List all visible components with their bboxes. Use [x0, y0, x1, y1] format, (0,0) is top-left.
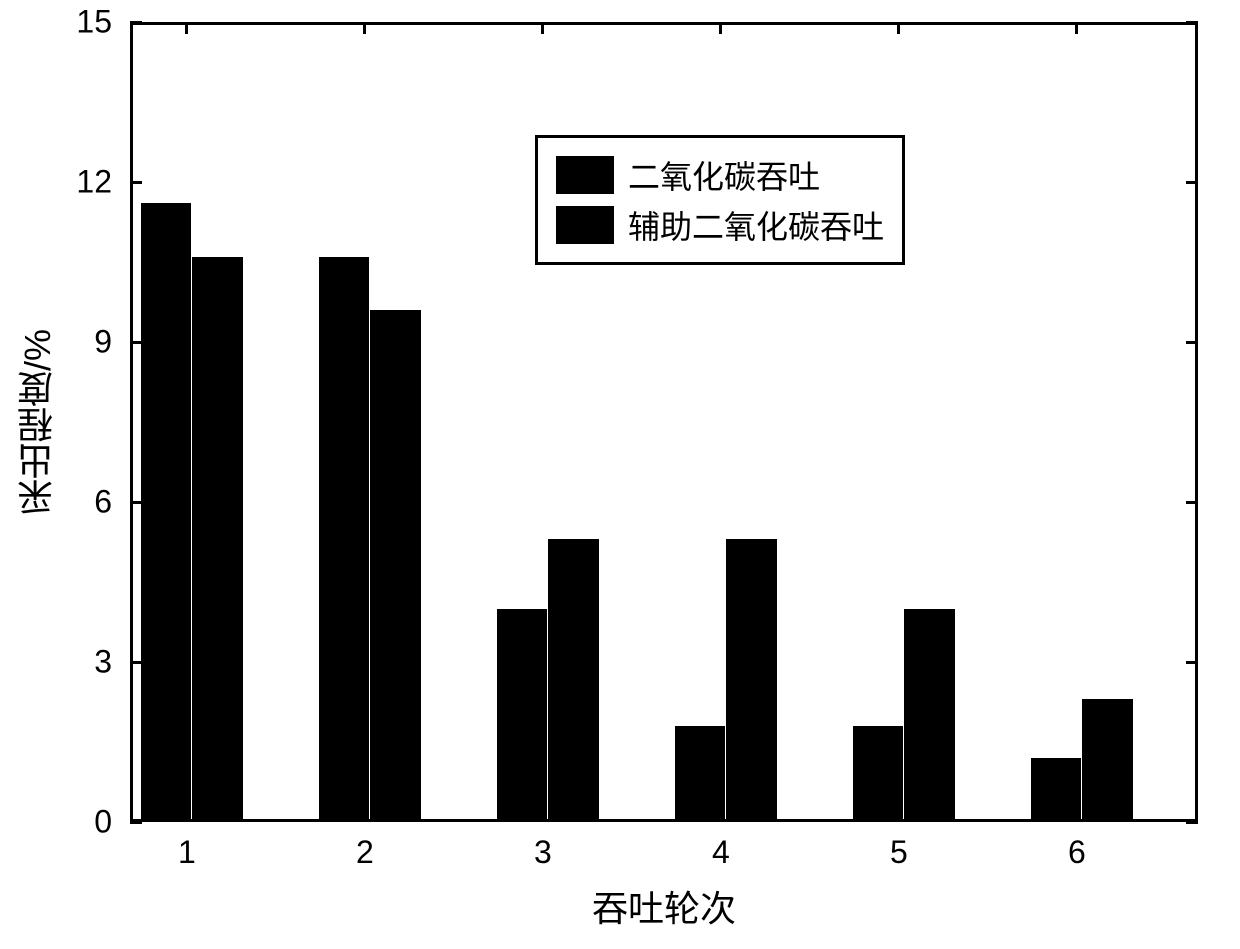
y-tick [1186, 821, 1198, 824]
legend: 二氧化碳吞吐 辅助二氧化碳吞吐 [535, 135, 905, 265]
y-tick-label: 15 [0, 4, 112, 41]
bar [141, 203, 192, 822]
legend-label: 辅助二氧化碳吞吐 [628, 202, 884, 248]
bar [904, 609, 955, 822]
x-tick [1075, 22, 1078, 34]
bar [675, 726, 726, 822]
legend-swatch-icon [556, 206, 614, 244]
y-tick-label: 3 [0, 644, 112, 681]
legend-item: 辅助二氧化碳吞吐 [556, 202, 884, 248]
y-tick-label: 0 [0, 804, 112, 841]
y-tick [1186, 341, 1198, 344]
legend-item: 二氧化碳吞吐 [556, 152, 884, 198]
bar [319, 257, 370, 822]
y-tick [1186, 501, 1198, 504]
x-tick [363, 22, 366, 34]
bar [192, 257, 243, 822]
bar-chart: 采出程度/% 吞吐轮次 二氧化碳吞吐 辅助二氧化碳吞吐 036912151234… [0, 0, 1240, 949]
x-tick-label: 4 [712, 834, 730, 871]
y-tick-label: 6 [0, 484, 112, 521]
legend-swatch-icon [556, 156, 614, 194]
x-axis-label: 吞吐轮次 [592, 880, 736, 932]
y-tick [1186, 21, 1198, 24]
bar [1082, 699, 1133, 822]
bar [497, 609, 548, 822]
bar [548, 539, 599, 822]
y-tick [1186, 661, 1198, 664]
y-tick [130, 21, 142, 24]
x-tick [185, 22, 188, 34]
x-tick-label: 6 [1068, 834, 1086, 871]
x-tick [719, 22, 722, 34]
y-tick [130, 181, 142, 184]
x-tick [897, 22, 900, 34]
bar [726, 539, 777, 822]
x-tick-label: 3 [534, 834, 552, 871]
y-tick [1186, 181, 1198, 184]
legend-label: 二氧化碳吞吐 [628, 152, 820, 198]
bar [853, 726, 904, 822]
x-tick-label: 1 [178, 834, 196, 871]
y-tick-label: 9 [0, 324, 112, 361]
bar [370, 310, 421, 822]
x-tick-label: 2 [356, 834, 374, 871]
x-tick [541, 22, 544, 34]
bar [1031, 758, 1082, 822]
x-tick-label: 5 [890, 834, 908, 871]
y-tick-label: 12 [0, 164, 112, 201]
